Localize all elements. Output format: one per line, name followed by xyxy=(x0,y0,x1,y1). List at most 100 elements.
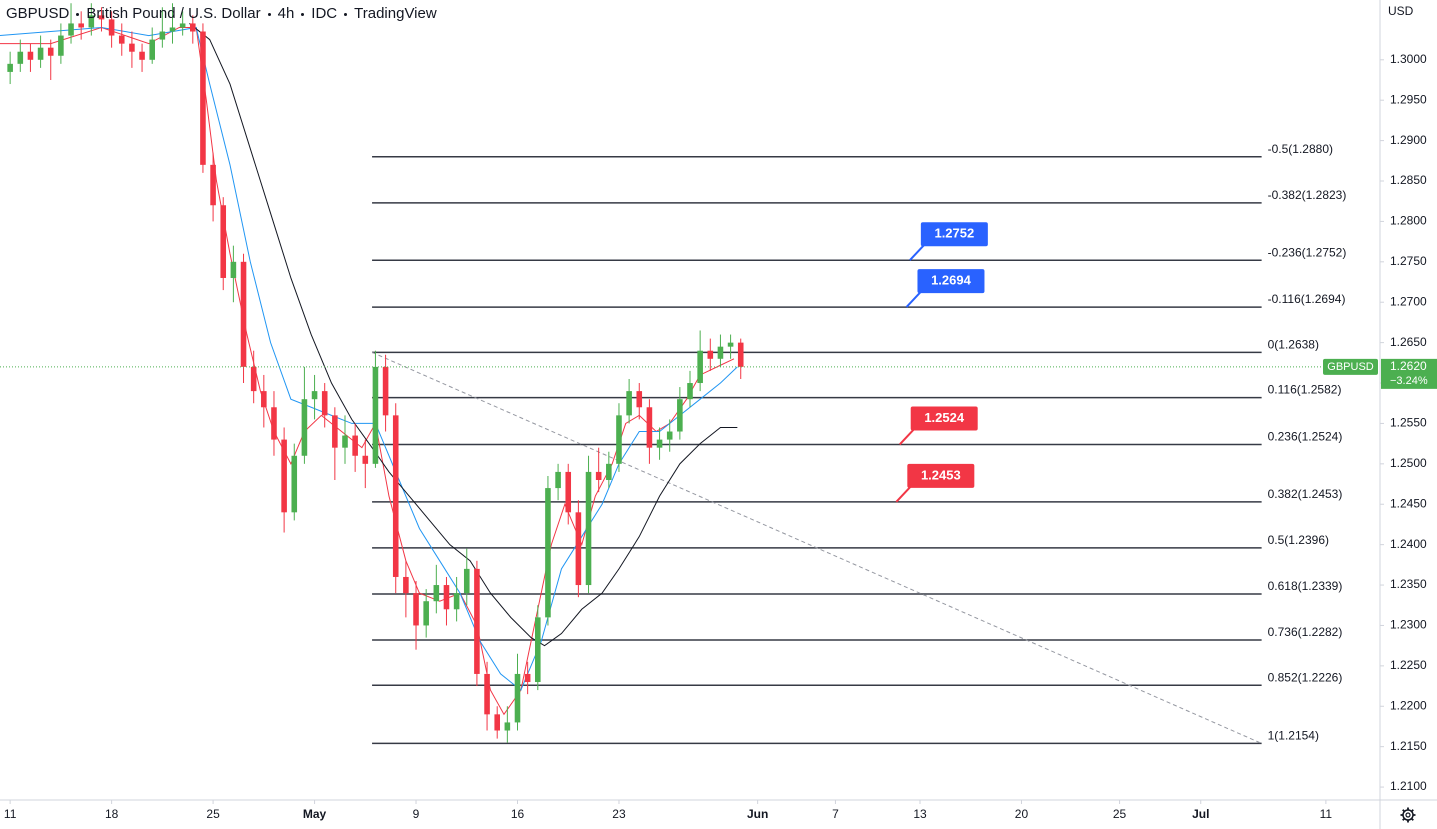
callout-label: 1.2453 xyxy=(921,467,961,482)
candle-body xyxy=(423,601,429,626)
candle-body xyxy=(646,407,653,448)
x-tick-label: Jun xyxy=(747,807,768,821)
settings-icon[interactable] xyxy=(1400,807,1416,823)
fib-level-label: 0.116(1.2582) xyxy=(1268,383,1342,397)
fib-level-label: 0.236(1.2524) xyxy=(1268,430,1343,444)
candle-body xyxy=(88,15,95,28)
candle-body xyxy=(626,391,632,416)
callout-pointer xyxy=(895,485,913,503)
candle-body xyxy=(585,471,592,586)
candle-body xyxy=(575,512,582,586)
candle-body xyxy=(737,342,744,367)
candle-body xyxy=(98,15,105,20)
fib-level-label: -0.5(1.2880) xyxy=(1268,142,1333,156)
candle-body xyxy=(443,585,450,610)
callout-pointer xyxy=(909,243,926,261)
moving-average-line xyxy=(0,26,738,691)
candle-body xyxy=(17,51,24,64)
candle-body xyxy=(190,23,196,32)
candle-body xyxy=(169,27,176,32)
x-tick-label: 11 xyxy=(4,807,17,821)
lines-layer xyxy=(0,23,1262,744)
candle-body xyxy=(453,593,460,610)
source: TradingView xyxy=(354,5,437,22)
candle-body xyxy=(250,366,257,392)
fib-level-label: 0.852(1.2226) xyxy=(1268,670,1343,684)
fib-layer: -0.5(1.2880) -0.382(1.2823) -0.236(1.2752)… xyxy=(372,142,1347,745)
candle-body xyxy=(717,346,724,359)
candle-body xyxy=(463,568,470,594)
last-price-label: 1.2620 xyxy=(1390,359,1427,373)
moving-average-line xyxy=(0,26,735,716)
y-tick-label: 1.2350 xyxy=(1390,577,1427,591)
candle-body xyxy=(555,471,561,489)
candle-body xyxy=(372,366,379,464)
y-tick-label: 1.2800 xyxy=(1390,214,1427,228)
fib-level-label: 0(1.2638) xyxy=(1268,337,1319,351)
callout-box xyxy=(907,463,975,488)
y-tick-label: 1.2500 xyxy=(1390,456,1427,470)
y-tick-label: 1.2100 xyxy=(1390,779,1427,793)
fib-level-label: 0.5(1.2396) xyxy=(1268,533,1329,547)
candle-body xyxy=(271,407,277,440)
y-tick-label: 1.2650 xyxy=(1390,335,1427,349)
trendline xyxy=(371,351,1262,744)
candle-body xyxy=(321,391,328,416)
fib-level-label: -0.236(1.2752) xyxy=(1268,245,1347,259)
fib-level-label: 0.736(1.2282) xyxy=(1268,625,1343,639)
symbol-header: GBPUSD British Pound / U.S. Dollar 4h IDC Tr… xyxy=(6,5,437,22)
y-tick-label: 1.2300 xyxy=(1390,618,1427,632)
candle-body xyxy=(210,164,216,206)
x-tick-label: 9 xyxy=(413,807,420,821)
separator xyxy=(267,12,271,16)
separator xyxy=(344,12,348,16)
x-tick-label: 25 xyxy=(1113,807,1127,821)
candle-body xyxy=(281,439,287,513)
y-tick-label: 1.3000 xyxy=(1390,52,1427,66)
candle-body xyxy=(108,19,115,36)
candle-body xyxy=(230,261,237,278)
candle-body xyxy=(332,415,338,448)
candle-body xyxy=(595,471,602,480)
separator xyxy=(76,12,80,16)
candle-body xyxy=(342,435,348,448)
candle-body xyxy=(220,205,227,278)
axes-layer: 1.3000 1.2950 1.2900 1.2850 1.2800 1.2750 1.27… xyxy=(4,52,1437,821)
candle-body xyxy=(129,43,135,52)
candle-body xyxy=(179,23,186,28)
y-tick-label: 1.2950 xyxy=(1390,92,1427,106)
candle-body xyxy=(535,617,541,683)
x-tick-label: May xyxy=(303,807,327,821)
candle-body xyxy=(656,439,663,448)
candle-body xyxy=(78,23,84,28)
candle-body xyxy=(362,455,369,464)
candle-body xyxy=(47,47,54,56)
gear-teeth xyxy=(1400,807,1416,823)
candle-body xyxy=(545,488,551,618)
candle-body xyxy=(261,391,267,408)
candle-body xyxy=(504,722,511,731)
callout-pointer xyxy=(905,290,923,308)
fib-level-label: 0.618(1.2339) xyxy=(1268,579,1343,593)
candle-body xyxy=(149,39,155,60)
y-tick-label: 1.2700 xyxy=(1390,294,1427,308)
x-tick-label: Jul xyxy=(1192,807,1209,821)
candle-body xyxy=(565,471,572,513)
separator xyxy=(301,12,305,16)
candle-body xyxy=(68,23,74,36)
candle-body xyxy=(240,261,247,367)
moving-average-line xyxy=(189,23,738,647)
x-tick-label: 23 xyxy=(612,807,626,821)
candle-body xyxy=(7,63,13,72)
y-tick-label: 1.2450 xyxy=(1390,496,1427,510)
candle-body xyxy=(27,51,34,60)
callout-pointer xyxy=(898,427,916,446)
interval: 4h xyxy=(277,5,295,22)
candle-body xyxy=(392,415,399,577)
callout-box xyxy=(910,406,978,431)
x-tick-label: 18 xyxy=(105,807,119,821)
candle-body xyxy=(403,576,409,594)
candle-body xyxy=(524,673,531,683)
